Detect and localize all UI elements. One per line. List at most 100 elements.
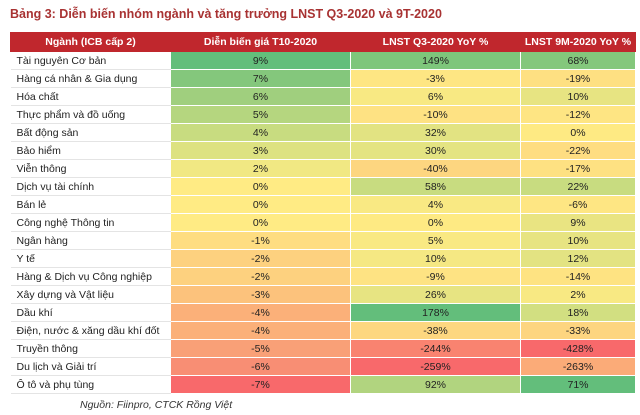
value-cell: 5% (350, 231, 521, 250)
value-cell: 32% (350, 123, 521, 142)
value-cell: -4% (170, 321, 351, 340)
table-row: Y tế -2% 10% 12% (10, 249, 636, 268)
table-row: Hàng & Dịch vụ Công nghiệp -2% -9% -14% (10, 267, 636, 286)
value-cell: -17% (520, 159, 636, 178)
value-cell: 149% (350, 51, 521, 70)
value-cell: 6% (170, 87, 351, 106)
table-row: Ngân hàng -1% 5% 10% (10, 231, 636, 250)
value-cell: 58% (350, 177, 521, 196)
table-row: Du lịch và Giải trí -6% -259% -263% (10, 357, 636, 376)
value-cell: 178% (350, 303, 521, 322)
value-cell: -244% (350, 339, 521, 358)
value-cell: 26% (350, 285, 521, 304)
value-cell: -3% (350, 69, 521, 88)
value-cell: 10% (520, 231, 636, 250)
header-cell: LNST 9M-2020 YoY % (520, 32, 636, 52)
sector-name: Bất động sản (10, 123, 171, 142)
table-row: Hàng cá nhân & Gia dụng 7% -3% -19% (10, 69, 636, 88)
value-cell: -10% (350, 105, 521, 124)
sector-name: Hàng cá nhân & Gia dụng (10, 69, 171, 88)
sector-name: Điện, nước & xăng dầu khí đốt (10, 321, 171, 340)
sector-name: Du lịch và Giải trí (10, 357, 171, 376)
sector-name: Viễn thông (10, 159, 171, 178)
value-cell: -40% (350, 159, 521, 178)
value-cell: 9% (170, 51, 351, 70)
sector-name: Xây dựng và Vật liệu (10, 285, 171, 304)
header-cell: LNST Q3-2020 YoY % (350, 32, 521, 52)
value-cell: 0% (170, 195, 351, 214)
sector-name: Hàng & Dịch vụ Công nghiệp (10, 267, 171, 286)
table-row: Ô tô và phụ tùng -7% 92% 71% (10, 375, 636, 394)
value-cell: 22% (520, 177, 636, 196)
value-cell: 18% (520, 303, 636, 322)
value-cell: -4% (170, 303, 351, 322)
table-row: Xây dựng và Vật liệu -3% 26% 2% (10, 285, 636, 304)
value-cell: 4% (350, 195, 521, 214)
sector-name: Công nghệ Thông tin (10, 213, 171, 232)
table-row: Điện, nước & xăng dầu khí đốt -4% -38% -33% (10, 321, 636, 340)
table-row: Hóa chất 6% 6% 10% (10, 87, 636, 106)
sector-name: Bán lẻ (10, 195, 171, 214)
value-cell: 3% (170, 141, 351, 160)
table-title: Bảng 3: Diễn biến nhóm ngành và tăng trư… (10, 7, 442, 21)
table-row: Dầu khí -4% 178% 18% (10, 303, 636, 322)
table-row: Dịch vụ tài chính 0% 58% 22% (10, 177, 636, 196)
value-cell: -7% (170, 375, 351, 394)
value-cell: -9% (350, 267, 521, 286)
value-cell: 0% (520, 123, 636, 142)
value-cell: -22% (520, 141, 636, 160)
value-cell: -19% (520, 69, 636, 88)
table-row: Bán lẻ 0% 4% -6% (10, 195, 636, 214)
table-row: Tài nguyên Cơ bản 9% 149% 68% (10, 51, 636, 70)
sector-name: Dầu khí (10, 303, 171, 322)
value-cell: -263% (520, 357, 636, 376)
table-body: Tài nguyên Cơ bản 9% 149% 68% Hàng cá nhân &… (10, 51, 636, 394)
value-cell: 10% (520, 87, 636, 106)
data-table: Ngành (ICB cấp 2) Diễn biến giá T10-2020 L… (10, 32, 636, 394)
value-cell: 4% (170, 123, 351, 142)
value-cell: 0% (170, 177, 351, 196)
value-cell: -33% (520, 321, 636, 340)
value-cell: -14% (520, 267, 636, 286)
header-cell: Diễn biến giá T10-2020 (170, 32, 351, 52)
table-row: Bất động sản 4% 32% 0% (10, 123, 636, 142)
table-row: Bảo hiểm 3% 30% -22% (10, 141, 636, 160)
value-cell: 7% (170, 69, 351, 88)
value-cell: 9% (520, 213, 636, 232)
header-cell: Ngành (ICB cấp 2) (10, 32, 171, 52)
sector-name: Thực phẩm và đồ uống (10, 105, 171, 124)
value-cell: -38% (350, 321, 521, 340)
value-cell: 10% (350, 249, 521, 268)
value-cell: 92% (350, 375, 521, 394)
sector-name: Y tế (10, 249, 171, 268)
value-cell: -259% (350, 357, 521, 376)
sector-name: Truyền thông (10, 339, 171, 358)
value-cell: -1% (170, 231, 351, 250)
header-row: Ngành (ICB cấp 2) Diễn biến giá T10-2020 L… (10, 32, 636, 52)
value-cell: 0% (170, 213, 351, 232)
value-cell: -5% (170, 339, 351, 358)
table-row: Công nghệ Thông tin 0% 0% 9% (10, 213, 636, 232)
value-cell: 2% (170, 159, 351, 178)
value-cell: 30% (350, 141, 521, 160)
value-cell: 2% (520, 285, 636, 304)
value-cell: -3% (170, 285, 351, 304)
value-cell: 68% (520, 51, 636, 70)
sector-name: Tài nguyên Cơ bản (10, 51, 171, 70)
sector-name: Ô tô và phụ tùng (10, 375, 171, 394)
value-cell: -6% (170, 357, 351, 376)
value-cell: -12% (520, 105, 636, 124)
value-cell: -6% (520, 195, 636, 214)
value-cell: 5% (170, 105, 351, 124)
sector-name: Bảo hiểm (10, 141, 171, 160)
table-row: Thực phẩm và đồ uống 5% -10% -12% (10, 105, 636, 124)
sector-name: Dịch vụ tài chính (10, 177, 171, 196)
value-cell: -2% (170, 249, 351, 268)
table-row: Viễn thông 2% -40% -17% (10, 159, 636, 178)
value-cell: -428% (520, 339, 636, 358)
value-cell: 0% (350, 213, 521, 232)
source-note: Nguồn: Fiinpro, CTCK Rồng Việt (80, 399, 233, 411)
table-row: Truyền thông -5% -244% -428% (10, 339, 636, 358)
value-cell: 71% (520, 375, 636, 394)
value-cell: 6% (350, 87, 521, 106)
